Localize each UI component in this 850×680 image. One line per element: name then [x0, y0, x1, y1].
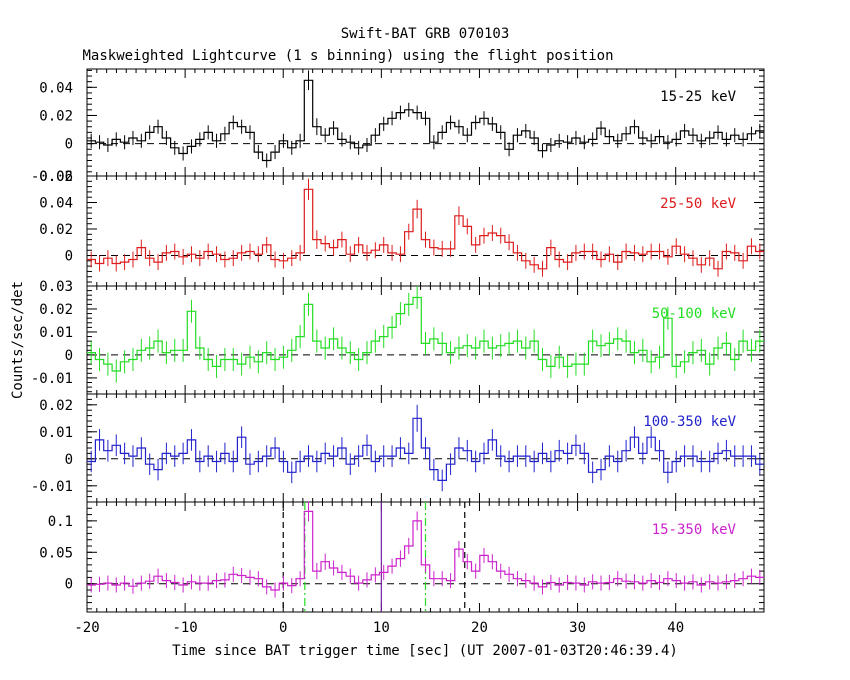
band-label: 15-350 keV	[652, 522, 737, 538]
y-tick-label: 0.02	[39, 108, 73, 124]
y-tick-label: 0.02	[39, 302, 73, 318]
y-tick-label: -0.01	[31, 371, 73, 387]
x-tick-label: 20	[471, 620, 488, 636]
y-tick-label: 0	[65, 452, 73, 468]
chart-subtitle: Maskweighted Lightcurve (1 s binning) us…	[82, 48, 613, 64]
band-label: 25-50 keV	[660, 196, 736, 212]
x-tick-label: -10	[172, 620, 197, 636]
x-tick-label: 30	[569, 620, 586, 636]
y-tick-label: 0.01	[39, 325, 73, 341]
panel-1: 0 0.02 0.04 -0.02 15-25 keV	[31, 68, 765, 185]
band-label: 50-100 keV	[652, 306, 737, 322]
y-tick-label: 0	[65, 249, 73, 265]
series-line	[87, 296, 764, 372]
y-tick-label: -0.01	[31, 479, 73, 495]
y-tick-label: 0.02	[39, 222, 73, 238]
series-line	[87, 188, 764, 270]
panel-5: 0 0.05 0.1 15-350 keV -20 -10 0 10 20 30 40	[39, 501, 765, 636]
chart-title: Swift-BAT GRB 070103	[341, 26, 510, 42]
band-label: 15-25 keV	[660, 89, 736, 105]
y-tick-label-bottom: -0.02	[31, 169, 73, 185]
y-tick-label: 0.1	[48, 514, 73, 530]
panel-4: -0.01 0 0.01 0.02 100-350 keV	[31, 393, 765, 503]
y-tick-label: 0.02	[39, 398, 73, 414]
y-tick-label: 0	[65, 348, 73, 364]
x-tick-label: 10	[373, 620, 390, 636]
panels-group: 0 0.02 0.04 -0.02 15-25 keV 0 0.02 0.04 0.06 25-5…	[31, 68, 765, 636]
panel-frame	[86, 175, 765, 287]
y-tick-label-top: 0.03	[39, 279, 73, 295]
y-tick-label-top: 0.06	[39, 169, 73, 185]
band-label: 100-350 keV	[643, 414, 736, 430]
panel-2: 0 0.02 0.04 0.06 25-50 keV	[39, 169, 765, 287]
x-tick-label: 40	[667, 620, 684, 636]
y-tick-label: 0.04	[39, 196, 73, 212]
y-tick-label: 0.04	[39, 80, 73, 96]
x-tick-label: 0	[279, 620, 287, 636]
x-tick-label: -20	[74, 620, 99, 636]
y-axis-label: Counts/sec/det	[10, 281, 26, 399]
y-tick-label: 0	[65, 137, 73, 153]
panel-3: -0.01 0 0.01 0.02 0.03 50-100 keV	[31, 279, 765, 395]
y-tick-label: 0.01	[39, 425, 73, 441]
y-tick-label: 0.05	[39, 545, 73, 561]
x-axis-label: Time since BAT trigger time [sec] (UT 20…	[172, 643, 678, 659]
y-tick-label: 0	[65, 577, 73, 593]
